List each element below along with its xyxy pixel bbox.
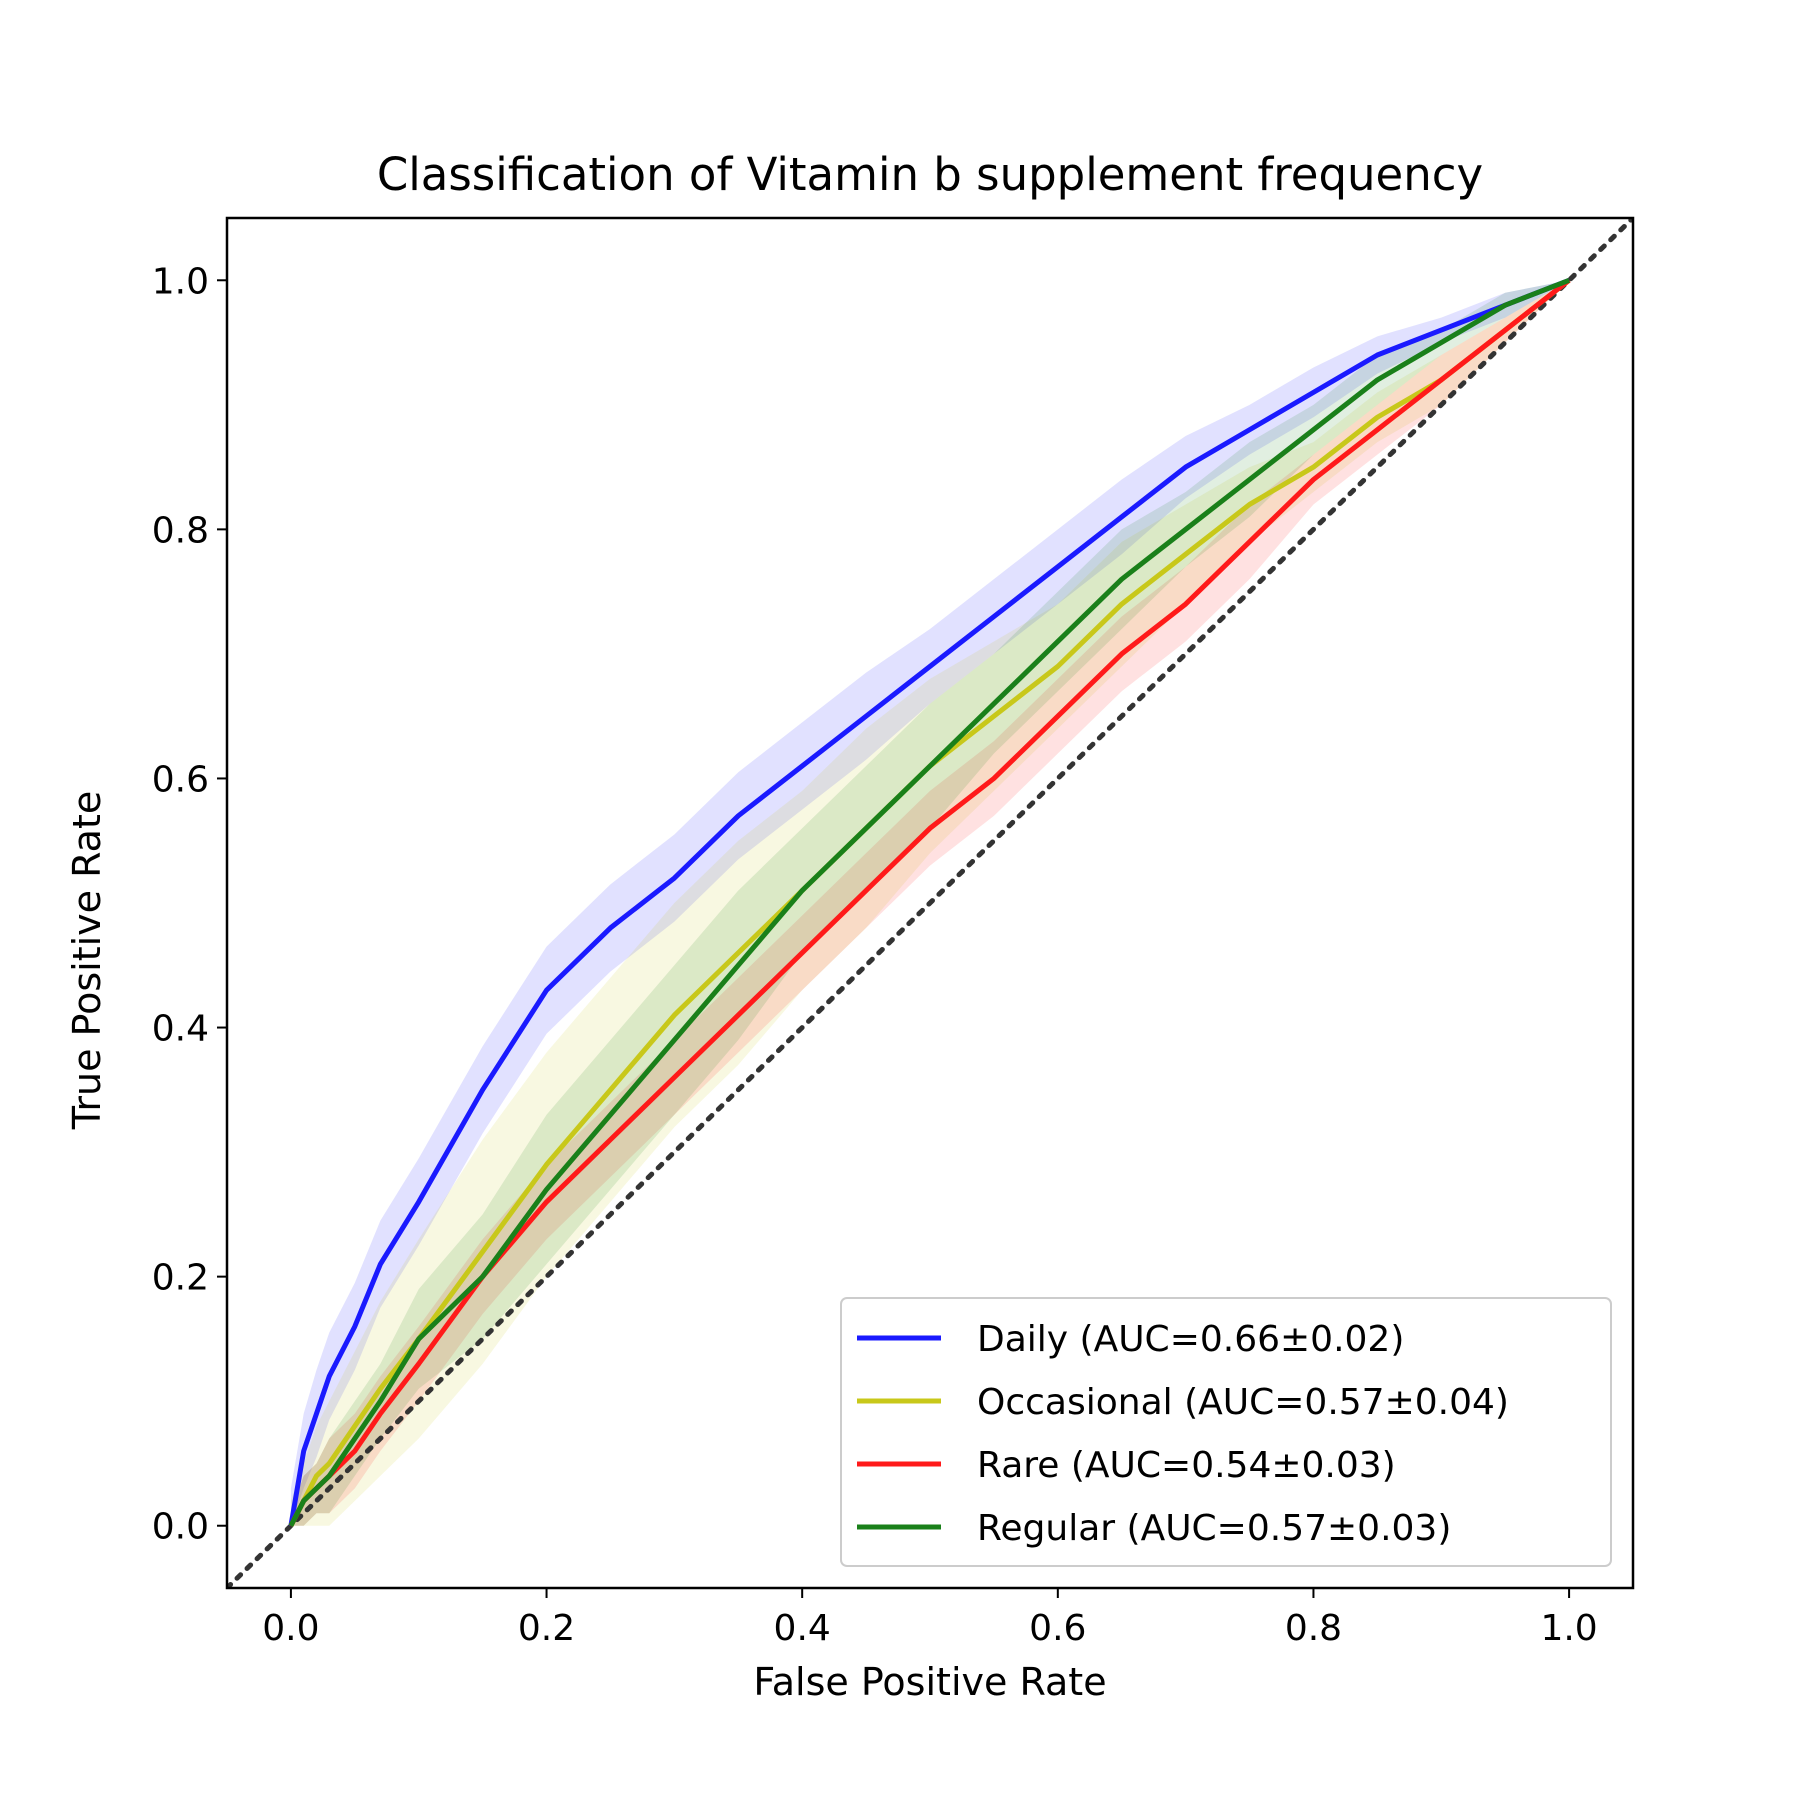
legend-label-3: Regular (AUC=0.57±0.03) bbox=[977, 1508, 1451, 1549]
x-tick-label: 0.4 bbox=[774, 1608, 831, 1649]
y-tick-label: 1.0 bbox=[152, 261, 209, 302]
y-tick-label: 0.4 bbox=[152, 1009, 209, 1050]
plot-area bbox=[227, 218, 1633, 1588]
chart-title: Classification of Vitamin b supplement f… bbox=[377, 148, 1483, 201]
x-tick-label: 0.8 bbox=[1285, 1608, 1342, 1649]
plot-frame bbox=[225, 216, 1635, 1590]
y-tick-label: 0.0 bbox=[152, 1507, 209, 1548]
x-tick-label: 0.6 bbox=[1029, 1608, 1086, 1649]
x-tick-label: 1.0 bbox=[1540, 1608, 1597, 1649]
chance-diagonal-line bbox=[227, 218, 1633, 1588]
y-axis-label: True Positive Rate bbox=[65, 791, 109, 1131]
legend-box bbox=[840, 1297, 1612, 1567]
x-tick-label: 0.0 bbox=[262, 1608, 319, 1649]
y-axis: 0.0 0.2 0.4 0.6 0.8 1.0 bbox=[152, 261, 227, 1548]
x-axis-label: False Positive Rate bbox=[753, 1660, 1106, 1704]
y-tick-label: 0.8 bbox=[152, 510, 209, 551]
y-tick-label: 0.6 bbox=[152, 759, 209, 800]
series-line-0 bbox=[288, 277, 1570, 1527]
series-line-2 bbox=[288, 278, 1571, 1527]
legend-label-1: Occasional (AUC=0.57±0.04) bbox=[977, 1382, 1509, 1423]
x-axis: 0.0 0.2 0.4 0.6 0.8 1.0 bbox=[262, 1588, 1598, 1649]
y-tick-label: 0.2 bbox=[152, 1258, 209, 1299]
x-tick-label: 0.2 bbox=[518, 1608, 575, 1649]
legend: Daily (AUC=0.66±0.02) Occasional (AUC=0.5… bbox=[840, 1297, 1612, 1567]
legend-label-0: Daily (AUC=0.66±0.02) bbox=[977, 1319, 1404, 1360]
legend-label-2: Rare (AUC=0.54±0.03) bbox=[977, 1445, 1396, 1486]
series-line-3 bbox=[288, 277, 1570, 1527]
